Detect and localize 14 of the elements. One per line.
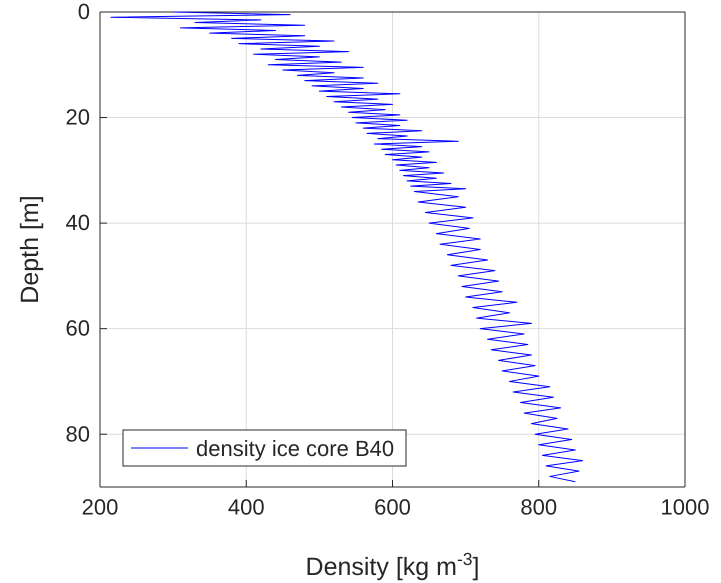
x-tick-label: 600 (374, 494, 411, 520)
legend-label: density ice core B40 (196, 436, 394, 461)
y-tick-label: 60 (66, 316, 90, 341)
x-tick-label: 400 (228, 494, 265, 520)
x-tick-label: 200 (82, 494, 118, 520)
y-tick-label: 20 (66, 104, 90, 130)
y-tick-label: 40 (66, 210, 90, 236)
y-axis-title: Depth [m] (16, 195, 44, 304)
x-axis-title: Density [kg m$^{-3}$] (306, 549, 480, 581)
x-tick-label: 800 (520, 494, 558, 520)
y-tick-label: 80 (66, 421, 90, 446)
y-tick-label: 0 (78, 0, 90, 24)
line-series (110, 12, 584, 482)
x-tick-label: 1000 (660, 494, 710, 520)
